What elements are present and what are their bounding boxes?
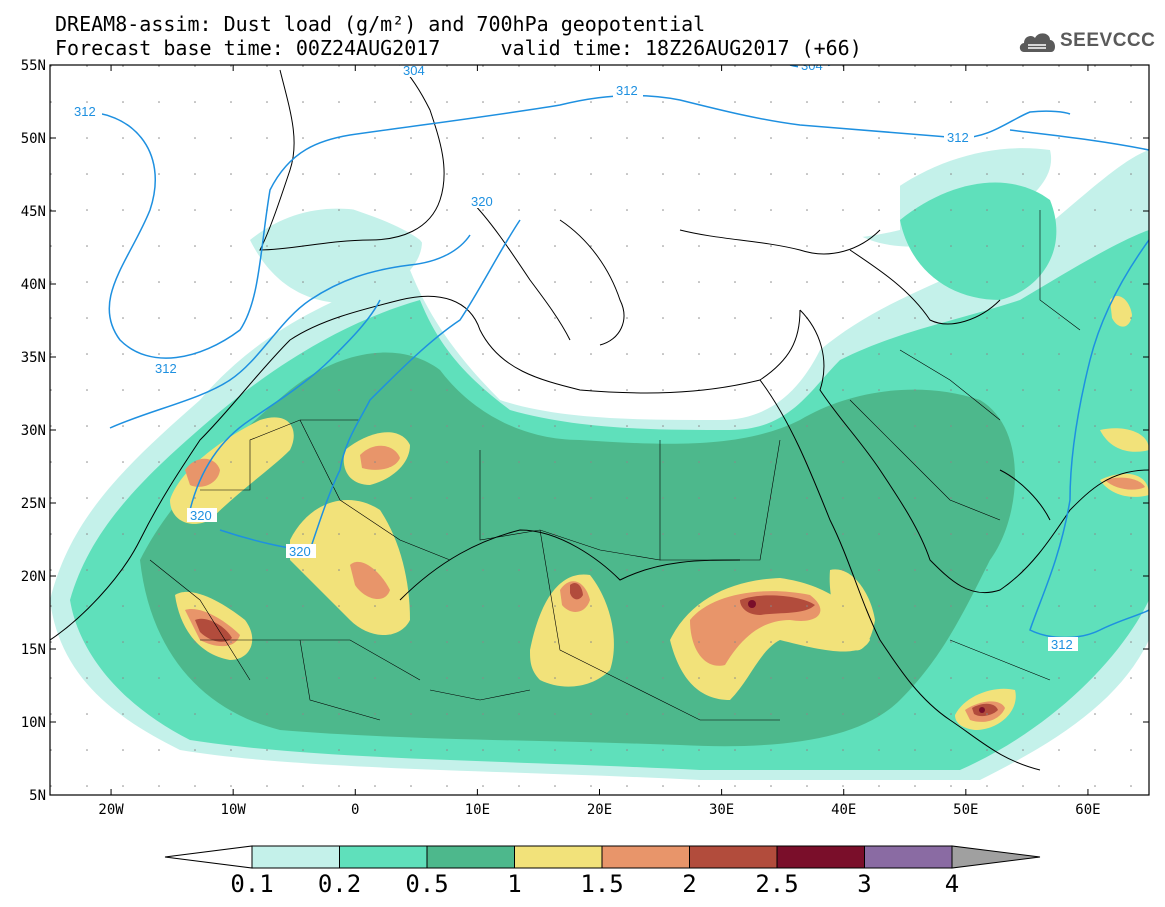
- seevccc-logo: SEEVCCC: [1018, 28, 1158, 58]
- lon-label: 10E: [465, 802, 490, 818]
- contour-label: 312: [155, 361, 177, 376]
- contour-label: 304: [801, 58, 823, 73]
- lon-label: 40E: [831, 802, 856, 818]
- colorbar-tick-label: 0.2: [318, 870, 361, 898]
- geopotential-contours: [79, 65, 1149, 639]
- map-plot-area: 304 312 312 312 312 312 320 320 320 304: [50, 58, 1149, 795]
- contour-label: 312: [947, 130, 969, 145]
- axis-ticks: [50, 64, 1149, 796]
- contour-label: 320: [471, 194, 493, 209]
- contour-label: 312: [616, 83, 638, 98]
- lon-label: 10W: [221, 802, 247, 818]
- lat-label: 10N: [21, 715, 46, 731]
- lon-label: 60E: [1075, 802, 1100, 818]
- lat-label: 40N: [21, 277, 46, 293]
- colorbar-tick-label: 4: [945, 870, 959, 898]
- lat-label: 45N: [21, 204, 46, 220]
- logo-text: SEEVCCC: [1060, 30, 1156, 51]
- colorbar-tick-label: 2.5: [755, 870, 798, 898]
- lon-label: 20E: [587, 802, 612, 818]
- contour-label-group: 304 312 312 312 312 312 320 320 320 304: [72, 58, 1078, 652]
- colorbar-segment: [864, 845, 953, 869]
- colorbar-under-triangle: [164, 845, 253, 869]
- lon-label: 0: [351, 802, 359, 818]
- map-title-line-2: Forecast base time: 00Z24AUG2017 valid t…: [55, 36, 862, 60]
- contour-label: 320: [190, 508, 212, 523]
- lat-label: 50N: [21, 131, 46, 147]
- colorbar-tick-label: 1: [507, 870, 521, 898]
- cloud-icon: [1019, 33, 1056, 52]
- contour-label: 320: [289, 544, 311, 559]
- lon-label: 50E: [953, 802, 978, 818]
- map-title-line-1: DREAM8-assim: Dust load (g/m²) and 700hP…: [55, 12, 706, 36]
- lat-label: 15N: [21, 642, 46, 658]
- lon-label: 20W: [98, 802, 124, 818]
- colorbar-segment: [776, 845, 865, 869]
- colorbar-segment: [514, 845, 603, 869]
- colorbar-over-triangle: [951, 845, 1041, 869]
- colorbar-tick-label: 1.5: [580, 870, 623, 898]
- lat-label: 35N: [21, 350, 46, 366]
- country-borders: [149, 210, 1081, 721]
- colorbar-segment: [251, 845, 340, 869]
- lat-label: 55N: [21, 58, 46, 74]
- lat-label: 5N: [29, 788, 46, 804]
- coastlines: [50, 65, 1149, 771]
- contour-label: 312: [74, 104, 96, 119]
- colorbar-segment: [601, 845, 690, 869]
- colorbar: 0.1 0.2 0.5 1 1.5 2 2.5 3 4: [164, 845, 1041, 898]
- colorbar-segment: [339, 845, 428, 869]
- colorbar-segment: [689, 845, 778, 869]
- colorbar-segment: [426, 845, 515, 869]
- contour-label: 304: [403, 63, 425, 78]
- colorbar-tick-label: 3: [857, 870, 871, 898]
- contour-label: 312: [1051, 637, 1073, 652]
- latitude-labels: 55N 50N 45N 40N 35N 30N 25N 20N 15N 10N 5N: [21, 58, 46, 804]
- lat-label: 25N: [21, 496, 46, 512]
- lat-label: 20N: [21, 569, 46, 585]
- lon-label: 30E: [709, 802, 734, 818]
- colorbar-tick-label: 0.1: [230, 870, 273, 898]
- colorbar-tick-label: 0.5: [405, 870, 448, 898]
- colorbar-tick-label: 2: [682, 870, 696, 898]
- lat-label: 30N: [21, 423, 46, 439]
- longitude-labels: 20W 10W 0 10E 20E 30E 40E 50E 60E: [98, 802, 1100, 818]
